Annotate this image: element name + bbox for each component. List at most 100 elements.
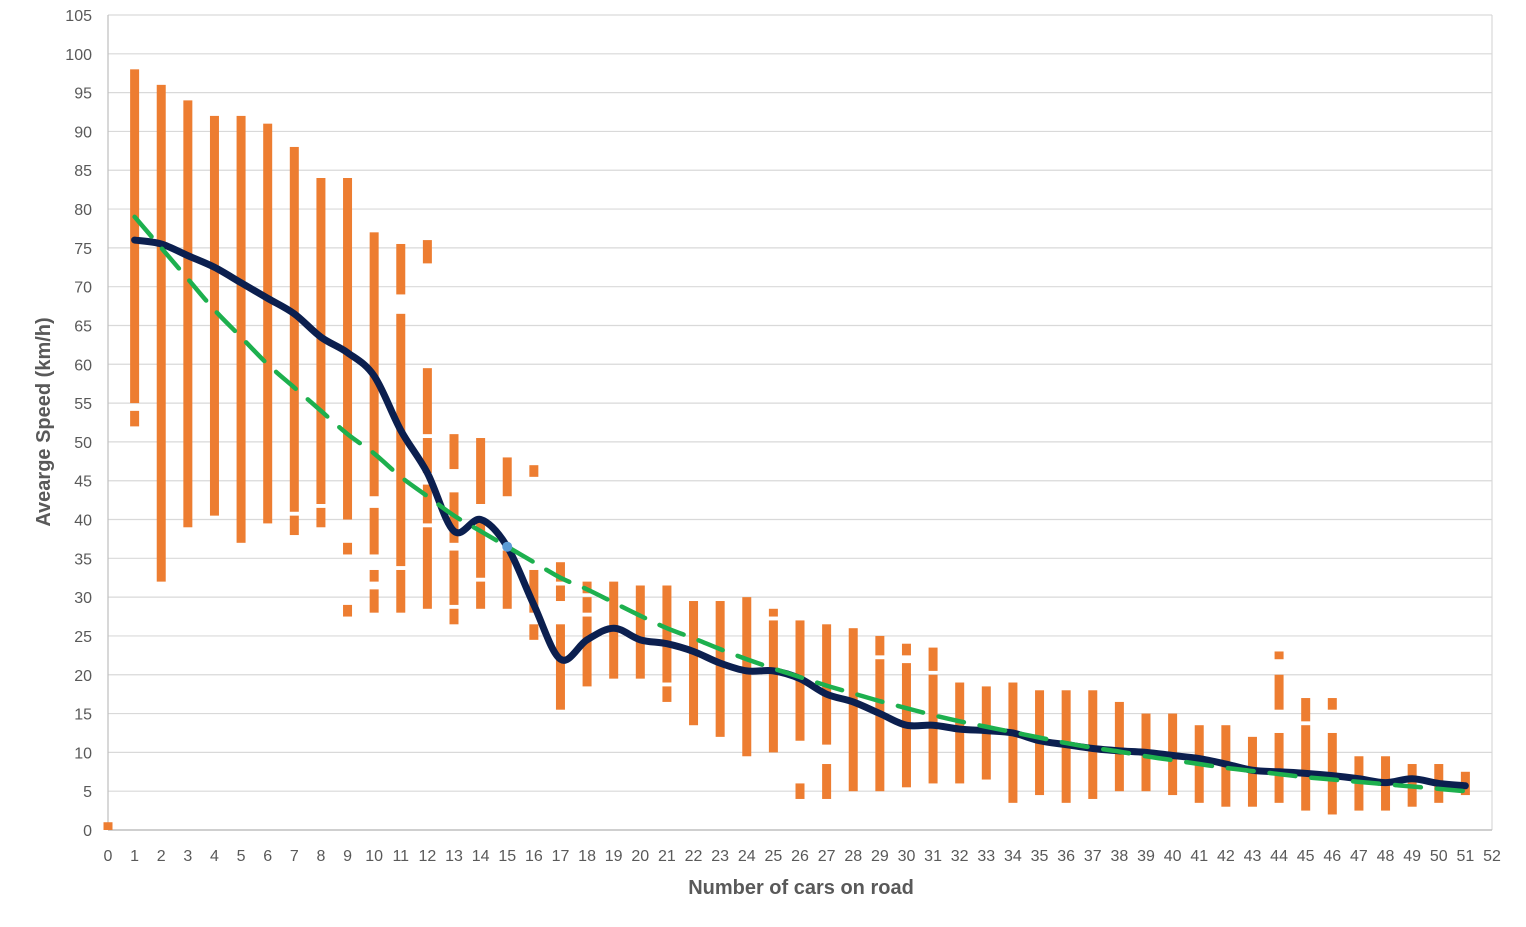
y-tick-label: 100 (65, 47, 92, 64)
speed-range-bar (369, 507, 379, 555)
x-axis-title: Number of cars on road (688, 877, 914, 899)
x-tick-label: 1 (130, 848, 139, 865)
speed-range-bar (1008, 682, 1018, 803)
y-tick-label: 25 (74, 629, 92, 646)
speed-range-bar (396, 569, 406, 613)
speed-range-bar (343, 604, 353, 617)
x-tick-label: 50 (1430, 848, 1448, 865)
y-tick-label: 90 (74, 124, 92, 141)
x-tick-label: 40 (1164, 848, 1182, 865)
speed-range-bar (289, 146, 299, 512)
speed-range-bar (1327, 698, 1337, 710)
speed-range-bar (1274, 651, 1284, 660)
x-tick-label: 25 (764, 848, 782, 865)
speed-range-bar (289, 515, 299, 536)
speed-range-bar (103, 822, 113, 830)
y-axis-title: Avearge Speed (km/h) (33, 317, 55, 526)
x-tick-label: 5 (237, 848, 246, 865)
x-tick-label: 42 (1217, 848, 1235, 865)
x-tick-label: 35 (1031, 848, 1049, 865)
speed-range-bar (156, 84, 166, 582)
speed-range-bar (768, 608, 778, 617)
axes (107, 15, 1493, 831)
speed-range-bar (343, 542, 353, 555)
x-tick-label: 49 (1403, 848, 1421, 865)
x-tick-label: 34 (1004, 848, 1022, 865)
x-tick-label: 23 (711, 848, 729, 865)
y-tick-label: 5 (83, 784, 92, 801)
x-tick-label: 31 (924, 848, 942, 865)
speed-range-bar (768, 620, 778, 753)
x-tick-label: 0 (104, 848, 113, 865)
x-tick-label: 8 (316, 848, 325, 865)
speed-range-bar (662, 686, 672, 702)
x-tick-label: 17 (552, 848, 570, 865)
x-tick-label: 15 (498, 848, 516, 865)
speed-range-bar (449, 434, 459, 470)
y-tick-label: 50 (74, 435, 92, 452)
x-tick-label: 14 (472, 848, 490, 865)
speed-range-bar (476, 519, 486, 578)
x-tick-label: 48 (1377, 848, 1395, 865)
lines (131, 214, 1469, 794)
speed-range-bar (502, 550, 512, 609)
x-tick-label: 43 (1244, 848, 1262, 865)
x-tick-label: 47 (1350, 848, 1368, 865)
speed-range-bar (848, 628, 858, 792)
x-tick-label: 44 (1270, 848, 1288, 865)
y-tick-label: 45 (74, 474, 92, 491)
speed-range-bar (183, 100, 193, 528)
x-tick-label: 46 (1323, 848, 1341, 865)
speed-range-bar (209, 115, 219, 516)
speed-range-bar (689, 601, 699, 726)
speed-range-bar (928, 674, 938, 784)
speed-range-bar (422, 438, 432, 473)
y-tick-label: 30 (74, 590, 92, 607)
x-tick-label: 41 (1190, 848, 1208, 865)
speed-range-bar (130, 69, 140, 404)
speed-range-bar (449, 608, 459, 625)
speed-range-bar (130, 410, 140, 427)
x-tick-label: 9 (343, 848, 352, 865)
speed-range-bar (715, 601, 725, 737)
y-tick-label: 95 (74, 86, 92, 103)
speed-range-bar (422, 527, 432, 609)
x-tick-label: 26 (791, 848, 809, 865)
y-tick-label: 75 (74, 241, 92, 258)
x-tick-label: 12 (418, 848, 436, 865)
speed-range-bar (1114, 701, 1124, 792)
speed-range-bar (795, 783, 805, 799)
x-tick-label: 32 (951, 848, 969, 865)
speed-range-bar (529, 624, 539, 640)
y-tick-label: 40 (74, 513, 92, 530)
x-tick-label: 33 (977, 848, 995, 865)
speed-range-bar (396, 313, 406, 567)
speed-range-bar (316, 507, 326, 528)
speed-sample-ranges (103, 69, 1470, 830)
x-tick-label: 3 (183, 848, 192, 865)
x-tick-label: 4 (210, 848, 219, 865)
x-tick-label: 13 (445, 848, 463, 865)
x-tick-label: 29 (871, 848, 889, 865)
x-tick-label: 19 (605, 848, 623, 865)
x-tick-label: 24 (738, 848, 756, 865)
x-tick-label: 16 (525, 848, 543, 865)
speed-range-bar (476, 581, 486, 609)
y-tick-label: 0 (83, 823, 92, 840)
speed-range-bar (875, 659, 885, 792)
speed-range-bar (396, 243, 406, 295)
x-tick-label: 37 (1084, 848, 1102, 865)
y-tick-label: 15 (74, 707, 92, 724)
y-tick-label: 65 (74, 318, 92, 335)
x-tick-label: 21 (658, 848, 676, 865)
x-tick-label: 51 (1456, 848, 1474, 865)
x-tick-label: 2 (157, 848, 166, 865)
y-tick-label: 80 (74, 202, 92, 219)
speed-range-bar (582, 597, 592, 613)
speed-range-bar (901, 643, 911, 656)
speed-range-bar (555, 562, 565, 582)
tick-labels: 0510152025303540455055606570758085909510… (65, 8, 1501, 865)
y-tick-label: 20 (74, 668, 92, 685)
y-tick-label: 35 (74, 551, 92, 568)
